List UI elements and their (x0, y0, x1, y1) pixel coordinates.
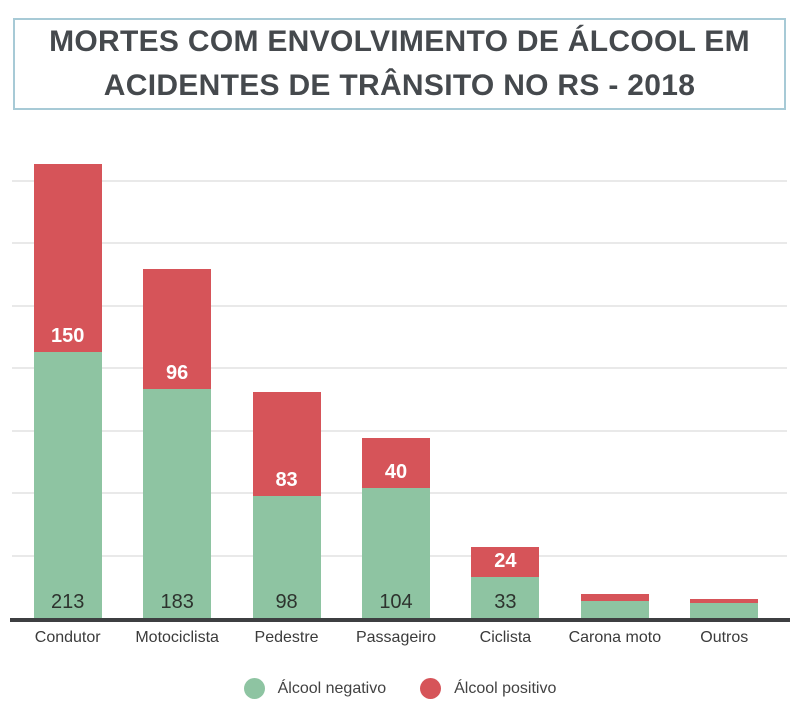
bar-condutor-alcool-negativo-segment: 213 (33, 351, 102, 618)
legend: Álcool negativo Álcool positivo (0, 678, 800, 699)
bar-ciclista-positivo-value: 24 (494, 549, 517, 572)
bar-ciclista-alcool-positivo-segment: 24 (471, 546, 540, 577)
legend-label-negativo: Álcool negativo (277, 679, 387, 697)
bar-motociclista-alcool-positivo-segment: 96 (143, 269, 212, 390)
bar-carona-moto-alcool-positivo-segment (580, 594, 649, 601)
x-axis-line (10, 618, 790, 622)
bar-motociclista-negativo-value: 183 (160, 591, 194, 613)
bar-condutor-negativo-value: 213 (51, 591, 85, 613)
bar-passageiro-alcool-negativo-segment: 104 (362, 488, 430, 618)
bar-passageiro-positivo-value: 40 (384, 461, 408, 483)
bar-passageiro-negativo-value: 104 (379, 591, 413, 613)
bar-condutor-positivo-value: 150 (51, 324, 85, 347)
bar-carona-moto-alcool-negativo-segment (580, 600, 649, 618)
legend-label-positivo: Álcool positivo (454, 679, 557, 697)
bar-outros-alcool-positivo-segment (690, 599, 759, 603)
x-axis-label-outros: Outros (700, 629, 749, 646)
bar-pedestre-alcool-negativo-segment: 98 (252, 495, 321, 618)
bar-condutor-alcool-positivo-segment: 150 (33, 164, 102, 352)
legend-item-alcool-positivo: Álcool positivo (420, 678, 556, 699)
bar-pedestre-negativo-value: 98 (275, 591, 298, 613)
legend-swatch-negativo-icon (243, 678, 265, 699)
x-axis-label-condutor: Condutor (34, 629, 101, 646)
legend-swatch-positivo-icon (420, 678, 442, 699)
bar-passageiro-alcool-positivo-segment: 40 (362, 438, 430, 488)
chart-title-line1: MORTES COM ENVOLVIMENTO DE ÁLCOOL EM (49, 25, 750, 58)
bar-motociclista-alcool-negativo-segment: 183 (143, 389, 212, 618)
bar-pedestre-alcool-positivo-segment: 83 (252, 391, 321, 496)
chart-title-box: MORTES COM ENVOLVIMENTO DE ÁLCOOL EM ACI… (13, 18, 786, 110)
x-axis-label-ciclista: Ciclista (479, 629, 532, 646)
x-axis-label-passageiro: Passageiro (355, 629, 437, 646)
legend-item-alcool-negativo: Álcool negativo (243, 678, 387, 699)
gridline-350 (12, 179, 787, 182)
x-axis-label-carona-moto: Carona moto (568, 629, 662, 646)
bar-motociclista-positivo-value: 96 (166, 362, 189, 385)
x-axis-label-pedestre: Pedestre (254, 629, 319, 646)
bar-pedestre-positivo-value: 83 (275, 468, 298, 491)
x-axis-label-motociclista: Motociclista (135, 629, 219, 646)
gridline-250 (12, 304, 787, 307)
bar-outros-alcool-negativo-segment (690, 603, 759, 618)
bar-ciclista-alcool-negativo-segment: 33 (471, 576, 540, 618)
gridline-200 (12, 367, 787, 369)
gridline-150 (12, 429, 787, 432)
bar-ciclista-negativo-value: 33 (494, 591, 517, 613)
gridline-300 (12, 242, 787, 244)
chart-title-line2: ACIDENTES DE TRÂNSITO NO RS - 2018 (103, 69, 696, 102)
